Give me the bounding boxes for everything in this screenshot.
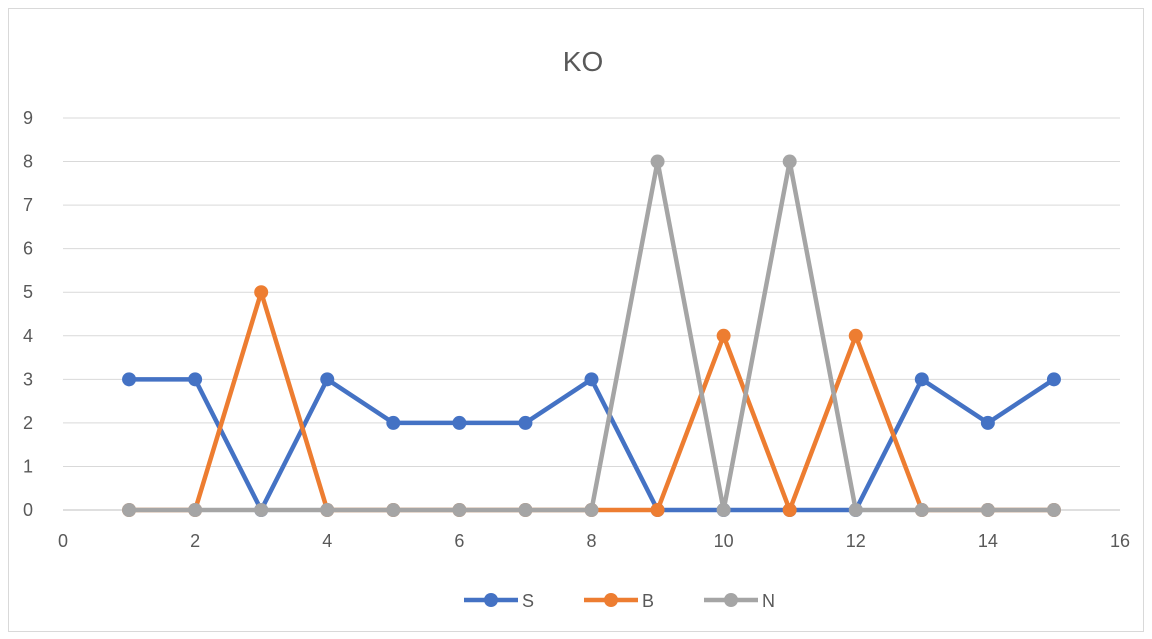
legend-item: N <box>704 591 775 611</box>
data-point <box>254 285 269 300</box>
x-tick-label: 4 <box>322 531 332 551</box>
x-axis-ticks: 0 2 4 6 8 10 12 14 16 <box>58 531 1130 551</box>
y-tick-label: 8 <box>23 152 33 172</box>
y-tick-label: 4 <box>23 326 33 346</box>
legend-item: S <box>464 591 534 611</box>
y-tick-label: 0 <box>23 500 33 520</box>
y-tick-label: 9 <box>23 108 33 128</box>
data-point <box>650 503 665 517</box>
x-tick-label: 6 <box>454 531 464 551</box>
data-point <box>716 503 731 517</box>
data-point <box>782 154 797 169</box>
x-tick-label: 8 <box>586 531 596 551</box>
data-point <box>914 503 929 517</box>
y-axis-ticks: 0 1 2 3 4 5 6 7 8 9 <box>23 108 33 520</box>
data-point <box>122 503 137 517</box>
legend-swatch-marker <box>724 593 738 607</box>
data-point <box>320 503 335 517</box>
data-point <box>650 154 665 169</box>
data-point <box>1046 372 1061 387</box>
series-line <box>126 289 1057 513</box>
y-tick-label: 5 <box>23 282 33 302</box>
data-point <box>452 503 467 517</box>
data-point <box>1046 503 1061 517</box>
x-tick-label: 16 <box>1110 531 1130 551</box>
data-point <box>386 415 401 430</box>
data-point <box>452 415 467 430</box>
series-group <box>122 154 1061 517</box>
x-tick-label: 14 <box>978 531 998 551</box>
x-tick-label: 10 <box>714 531 734 551</box>
y-tick-label: 3 <box>23 369 33 389</box>
y-tick-label: 2 <box>23 413 33 433</box>
legend-label: S <box>522 591 534 611</box>
y-tick-label: 1 <box>23 456 33 476</box>
data-point <box>188 503 203 517</box>
x-tick-label: 2 <box>190 531 200 551</box>
y-tick-label: 6 <box>23 239 33 259</box>
data-point <box>716 328 731 343</box>
data-point <box>518 503 533 517</box>
data-point <box>848 503 863 517</box>
gridlines <box>63 117 1120 511</box>
legend-label: N <box>762 591 775 611</box>
data-point <box>584 503 599 517</box>
y-tick-label: 7 <box>23 195 33 215</box>
data-point <box>320 372 335 387</box>
data-point <box>914 372 929 387</box>
data-point <box>980 415 995 430</box>
series-B <box>122 285 1061 517</box>
legend-swatch-marker <box>604 593 618 607</box>
data-point <box>188 372 203 387</box>
data-point <box>782 503 797 517</box>
series-N <box>122 154 1061 517</box>
data-point <box>386 503 401 517</box>
series-S <box>122 372 1061 517</box>
legend-item: B <box>584 591 654 611</box>
data-point <box>584 372 599 387</box>
data-point <box>980 503 995 517</box>
data-point <box>848 328 863 343</box>
chart-title: KO <box>563 46 603 77</box>
data-point <box>254 503 269 517</box>
x-tick-label: 12 <box>846 531 866 551</box>
data-point <box>518 415 533 430</box>
legend-label: B <box>642 591 654 611</box>
legend-swatch-marker <box>484 593 498 607</box>
data-point <box>122 372 137 387</box>
x-tick-label: 0 <box>58 531 68 551</box>
